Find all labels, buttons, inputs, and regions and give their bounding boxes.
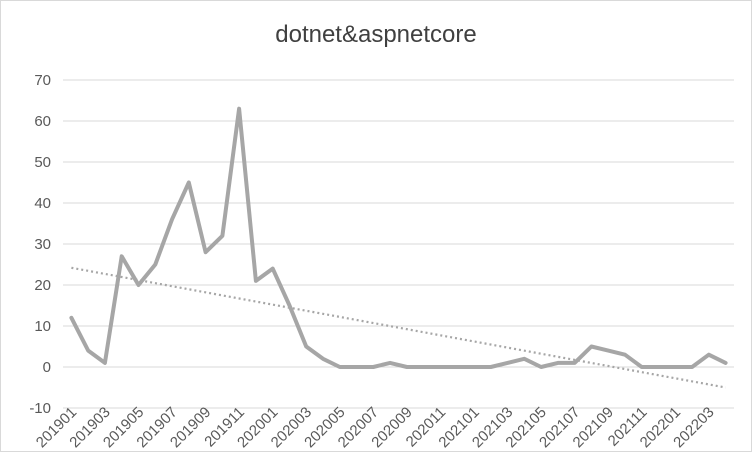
y-tick-label: 10	[34, 318, 51, 335]
y-tick-label: 40	[34, 195, 51, 212]
y-tick-label: 50	[34, 154, 51, 171]
trendline	[71, 266, 726, 389]
y-tick-label: -10	[29, 400, 51, 417]
trendline-layer	[71, 266, 726, 389]
y-tick-label: 70	[34, 72, 51, 89]
y-axis-ticks: -10 0 10 20 30 40 50 60 70	[29, 72, 51, 417]
y-tick-label: 0	[43, 359, 51, 376]
x-axis-ticks: 2019012019032019052019072019092019112020…	[33, 404, 718, 451]
series-layer	[69, 106, 728, 369]
series-line	[69, 106, 728, 369]
y-tick-label: 20	[34, 277, 51, 294]
y-tick-label: 60	[34, 113, 51, 130]
chart-title: dotnet&aspnetcore	[275, 21, 477, 48]
y-tick-label: 30	[34, 236, 51, 253]
